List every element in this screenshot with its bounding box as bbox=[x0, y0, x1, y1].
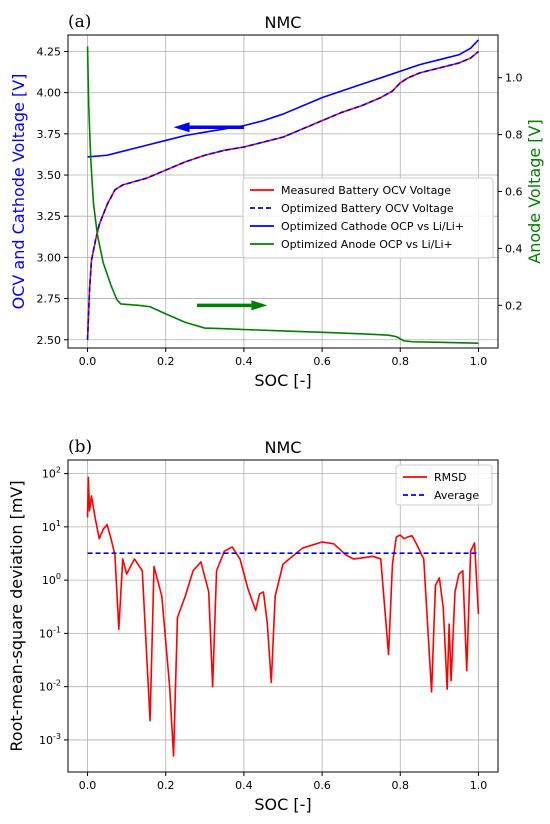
legend-label: Measured Battery OCV Voltage bbox=[281, 184, 451, 197]
x-tick-label: 0.4 bbox=[235, 355, 253, 368]
y-tick-label: 3.50 bbox=[37, 169, 62, 182]
y-tick-label: 2.75 bbox=[37, 293, 62, 306]
panel-label: (a) bbox=[68, 12, 91, 32]
y-tick-label: 3.00 bbox=[37, 251, 62, 264]
x-tick-label: 0.6 bbox=[313, 779, 331, 792]
legend-label: RMSD bbox=[434, 471, 467, 484]
legend: RMSD Average bbox=[395, 464, 493, 506]
y-right-tick-label: 0.8 bbox=[505, 129, 523, 142]
legend: Measured Battery OCV Voltage Optimized Ba… bbox=[242, 177, 494, 259]
y-tick-label: 2.50 bbox=[37, 334, 62, 347]
x-tick-label: 1.0 bbox=[470, 779, 488, 792]
x-tick-label: 0.2 bbox=[157, 779, 175, 792]
y-right-tick-label: 0.2 bbox=[505, 299, 523, 312]
y-axis-label: OCV and Cathode Voltage [V] bbox=[9, 74, 28, 310]
plot-series-group bbox=[86, 476, 480, 757]
x-tick-label: 0.4 bbox=[235, 779, 253, 792]
y-axis-label: Root-mean-square deviation [mV] bbox=[7, 480, 26, 751]
legend-label: Average bbox=[434, 489, 479, 502]
x-tick-label: 0.0 bbox=[79, 779, 97, 792]
y-tick-label: 100 bbox=[42, 572, 61, 587]
series-line-rmsd bbox=[86, 476, 480, 757]
y-tick-label: 10-2 bbox=[39, 679, 61, 694]
series-line-optimized-anode-ocp-vs-li-li- bbox=[86, 46, 479, 344]
x-tick-label: 0.0 bbox=[79, 355, 97, 368]
x-tick-label: 0.2 bbox=[157, 355, 175, 368]
x-tick-label: 0.8 bbox=[392, 779, 410, 792]
y-tick-label: 4.00 bbox=[37, 87, 62, 100]
x-axis-label: SOC [-] bbox=[254, 371, 311, 390]
x-tick-label: 0.6 bbox=[313, 355, 331, 368]
legend-label: Optimized Battery OCV Voltage bbox=[281, 202, 454, 215]
annotation-arrow-head bbox=[251, 300, 268, 311]
y-axis-right-label: Anode Voltage [V] bbox=[525, 119, 544, 264]
y-tick-label: 4.25 bbox=[37, 45, 62, 58]
legend-label: Optimized Anode OCP vs Li/Li+ bbox=[281, 238, 453, 251]
plot-series-group bbox=[86, 39, 480, 344]
x-axis-label: SOC [-] bbox=[254, 795, 311, 814]
y-tick-label: 10-1 bbox=[39, 625, 61, 640]
y-tick-label: 101 bbox=[42, 519, 61, 534]
plot-frame bbox=[67, 459, 499, 773]
legend-label: Optimized Cathode OCP vs Li/Li+ bbox=[281, 220, 464, 233]
series-line-optimized-cathode-ocp-vs-li-li- bbox=[87, 39, 480, 158]
legend-box bbox=[242, 177, 494, 259]
panel-label: (b) bbox=[68, 437, 92, 457]
annotation-arrow-head bbox=[173, 122, 190, 133]
y-tick-label: 10-3 bbox=[39, 732, 61, 747]
y-tick-label: 3.25 bbox=[37, 210, 62, 223]
y-right-tick-label: 1.0 bbox=[505, 72, 523, 85]
x-tick-label: 0.8 bbox=[392, 355, 410, 368]
x-tick-label: 1.0 bbox=[470, 355, 488, 368]
series-line-optimized-battery-ocv-voltage bbox=[86, 50, 479, 340]
chart-panel-a: 0.0 0.2 0.4 0.6 0.8 1.0 2.50 2.75 3.00 3.25 3.50 3.… bbox=[9, 12, 544, 390]
y-right-tick-label: 0.6 bbox=[505, 186, 523, 199]
y-tick-label: 3.75 bbox=[37, 128, 62, 141]
chart-panel-b: 0.0 0.2 0.4 0.6 0.8 1.0 10-3 10-2 10-1 100 101 102 N… bbox=[7, 437, 499, 814]
y-tick-label: 102 bbox=[42, 466, 61, 481]
chart-title: NMC bbox=[265, 13, 302, 32]
y-right-tick-label: 0.4 bbox=[505, 242, 523, 255]
chart-title: NMC bbox=[265, 438, 302, 457]
